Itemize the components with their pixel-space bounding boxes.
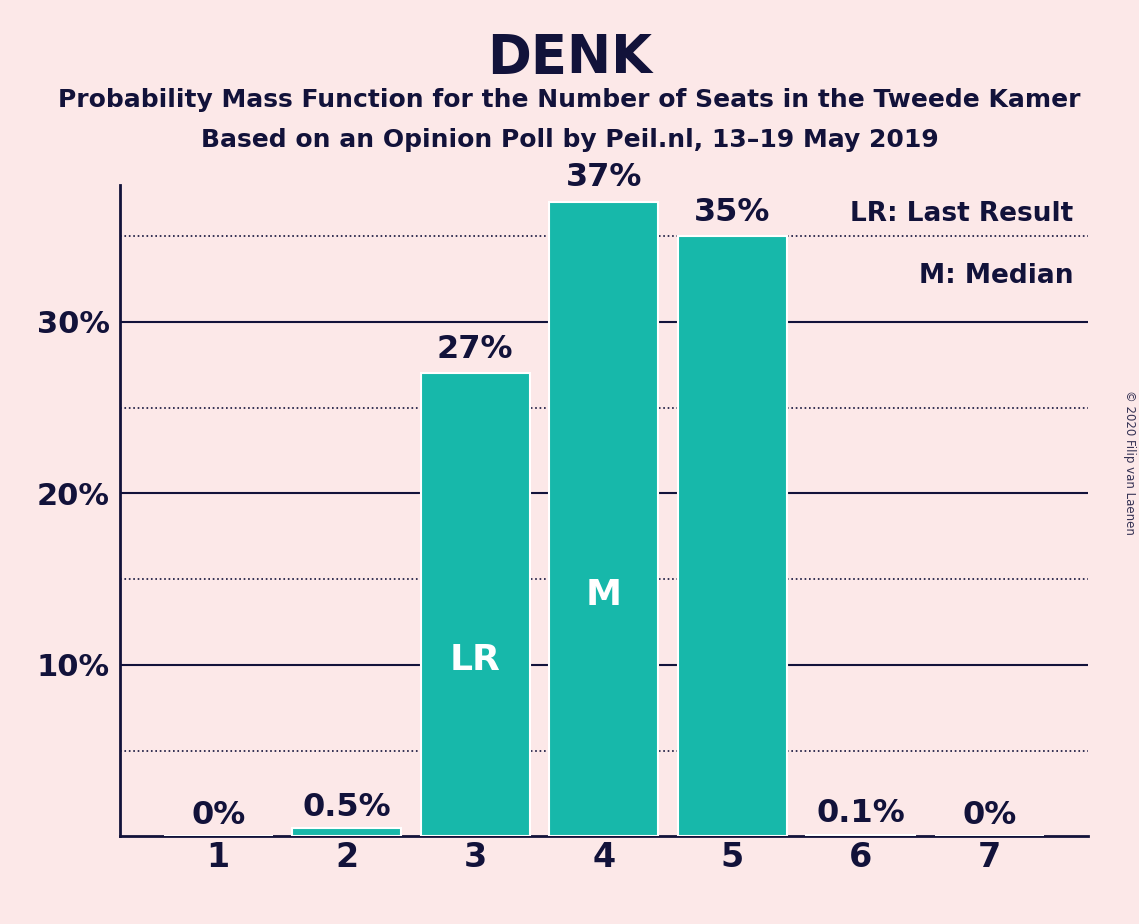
Bar — [420, 373, 530, 836]
Text: LR: LR — [450, 643, 501, 677]
Text: 37%: 37% — [565, 163, 642, 193]
Text: 27%: 27% — [437, 334, 514, 365]
Text: Based on an Opinion Poll by Peil.nl, 13–19 May 2019: Based on an Opinion Poll by Peil.nl, 13–… — [200, 128, 939, 152]
Bar — [292, 828, 401, 836]
Text: Probability Mass Function for the Number of Seats in the Tweede Kamer: Probability Mass Function for the Number… — [58, 88, 1081, 112]
Text: LR: Last Result: LR: Last Result — [850, 201, 1073, 227]
Text: 0%: 0% — [191, 800, 245, 831]
Text: 0%: 0% — [962, 800, 1016, 831]
Text: 0.1%: 0.1% — [817, 798, 906, 830]
Text: 0.5%: 0.5% — [302, 792, 391, 822]
Text: © 2020 Filip van Laenen: © 2020 Filip van Laenen — [1123, 390, 1137, 534]
Bar — [678, 237, 787, 836]
Bar — [806, 834, 916, 836]
Bar — [549, 202, 658, 836]
Text: 35%: 35% — [694, 197, 770, 227]
Text: DENK: DENK — [487, 32, 652, 84]
Text: M: M — [585, 578, 622, 613]
Text: M: Median: M: Median — [919, 263, 1073, 289]
